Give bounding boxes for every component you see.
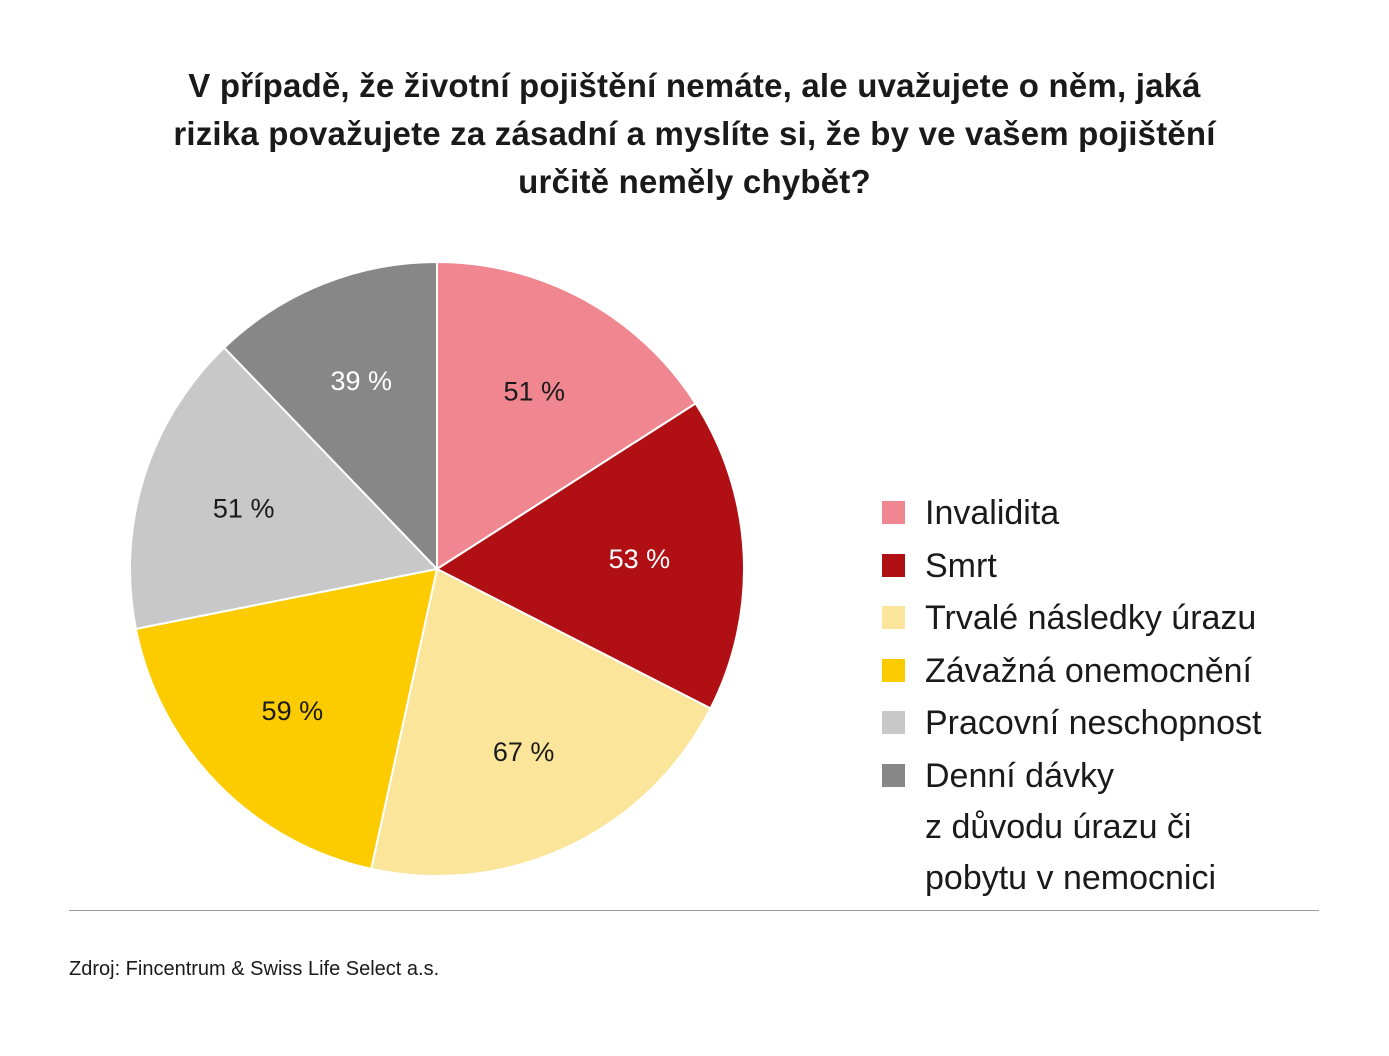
pie-slice-5 bbox=[222, 260, 438, 572]
pie-data-label-0: 51 % bbox=[503, 376, 565, 406]
legend-label: Závažná onemocnění bbox=[925, 651, 1252, 690]
pie-data-label-3: 59 % bbox=[262, 696, 324, 726]
chart-title-line-3: určitě neměly chybět? bbox=[518, 163, 871, 200]
chart-title-line-1: V případě, že životní pojištění nemáte, … bbox=[188, 67, 1201, 104]
legend-swatch bbox=[882, 606, 905, 630]
pie-slice-3 bbox=[134, 567, 439, 871]
legend-label-line-2: z důvodu úrazu či bbox=[925, 807, 1192, 846]
legend-swatch bbox=[882, 501, 905, 524]
legend-label: Invalidita bbox=[925, 494, 1060, 532]
legend-swatch bbox=[882, 553, 905, 577]
legend-item-smrt: Smrt bbox=[882, 541, 1362, 594]
pie-data-labels: 51 % 53 % 67 % 59 % 51 % 39 % bbox=[213, 366, 670, 767]
source-note: Zdroj: Fincentrum & Swiss Life Select a.… bbox=[69, 958, 440, 980]
legend-label-line-3: pobytu v nemocnici bbox=[925, 858, 1217, 897]
legend-label: Smrt bbox=[925, 546, 997, 585]
pie-slice-0 bbox=[436, 260, 697, 571]
chart-title-line-2: rizika považujete za zásadní a myslíte s… bbox=[173, 115, 1216, 152]
pie-slice-2 bbox=[370, 567, 712, 877]
legend-label: Pracovní neschopnost bbox=[925, 704, 1262, 743]
legend-label: Trvalé následky úrazu bbox=[925, 599, 1257, 638]
legend-swatch bbox=[882, 711, 905, 735]
legend-item-denni-davky: Denní dávky z důvodu úrazu či pobytu v n… bbox=[882, 751, 1362, 904]
pie-slices bbox=[129, 260, 745, 877]
pie-data-label-4: 51 % bbox=[213, 493, 275, 523]
pie-data-label-5: 39 % bbox=[331, 366, 393, 396]
legend-item-zavazna-onemocneni: Závažná onemocnění bbox=[882, 646, 1362, 699]
legend-item-invalidita: Invalidita bbox=[882, 488, 1362, 541]
pie-slice-1 bbox=[434, 402, 745, 710]
legend-item-pracovni-neschopnost: Pracovní neschopnost bbox=[882, 698, 1362, 751]
chart-title: V případě, že životní pojištění nemáte, … bbox=[60, 62, 1329, 206]
pie-data-label-1: 53 % bbox=[609, 544, 671, 574]
pie-slice-4 bbox=[129, 346, 439, 631]
legend-swatch bbox=[882, 763, 905, 787]
pie-data-label-2: 67 % bbox=[493, 737, 555, 767]
legend-label-line-1: Denní dávky bbox=[925, 756, 1114, 795]
footer-divider bbox=[69, 910, 1319, 911]
legend-item-trvale-nasledky: Trvalé následky úrazu bbox=[882, 593, 1362, 646]
legend-swatch bbox=[882, 658, 905, 682]
chart-legend: Invalidita Smrt Trvalé následky úrazu Zá… bbox=[882, 488, 1362, 904]
